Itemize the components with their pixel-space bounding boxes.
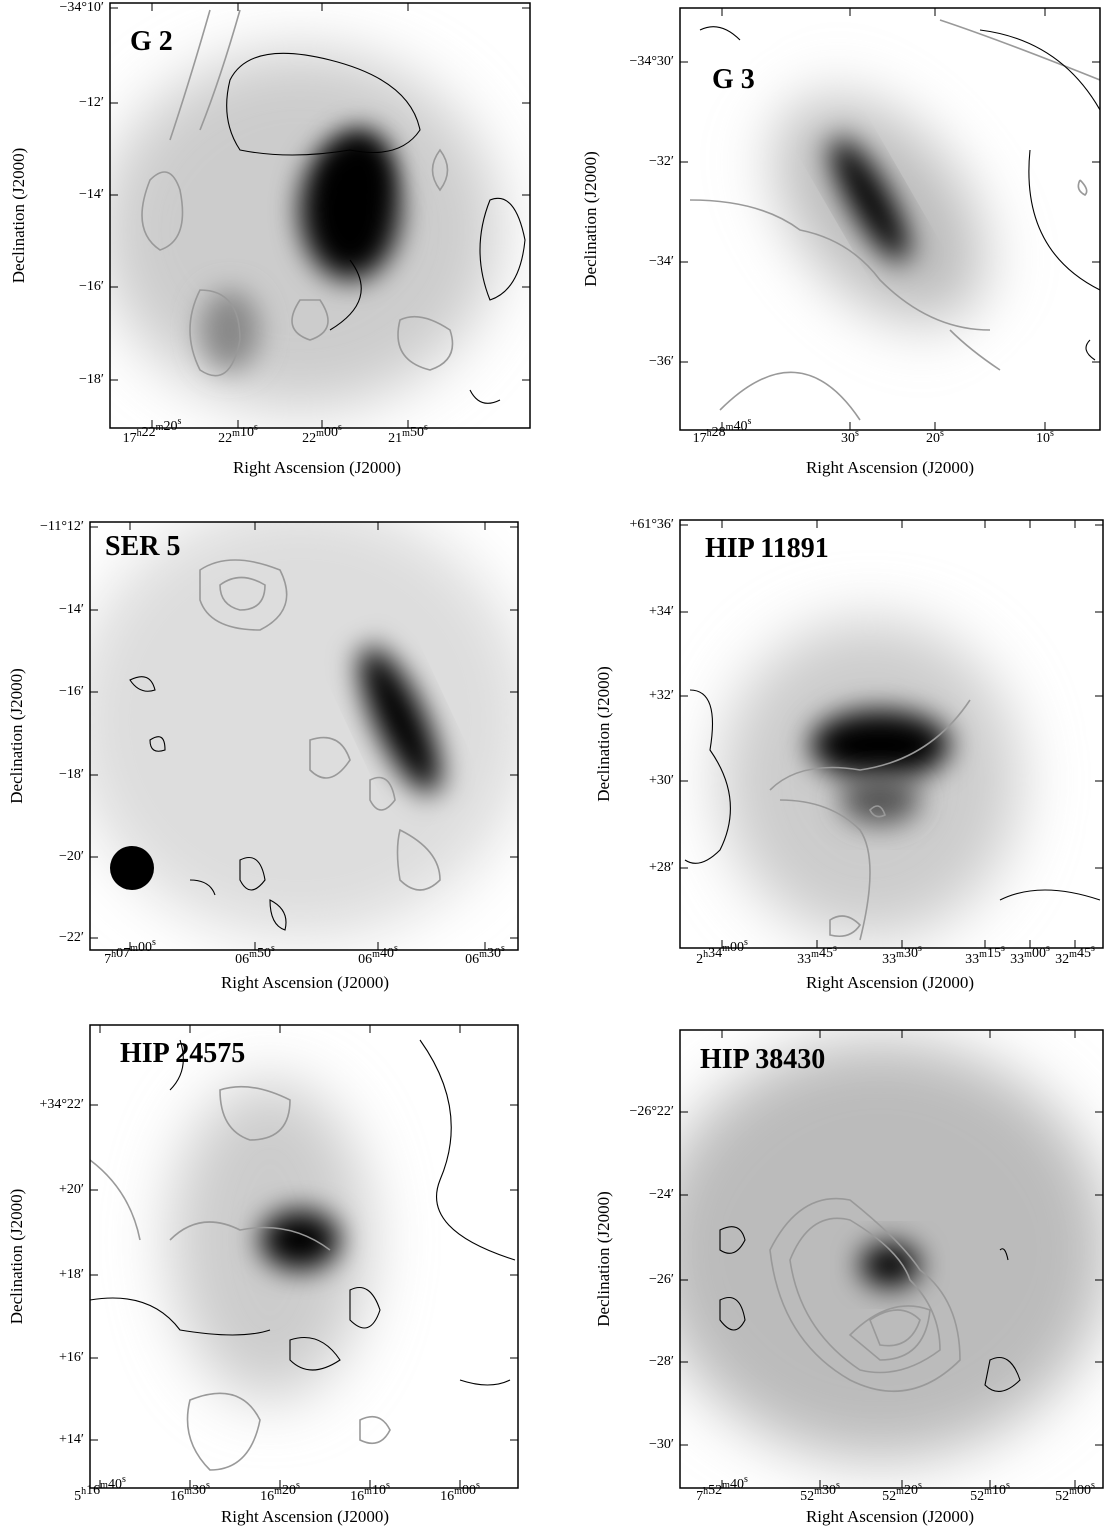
x-axis-label: Right Ascension (J2000) <box>806 1507 974 1526</box>
x-axis-label: Right Ascension (J2000) <box>233 458 401 477</box>
y-axis-label: Declination (J2000) <box>581 151 600 287</box>
x-tick-label: 30s <box>841 428 859 446</box>
panel-label: HIP 24575 <box>120 1038 245 1069</box>
y-tick-label: −11°12′ <box>40 519 84 534</box>
y-tick-label: −18′ <box>59 767 84 782</box>
x-tick-label: 20s <box>926 428 944 446</box>
y-tick-label: −26°22′ <box>629 1104 674 1119</box>
y-tick-label: −20′ <box>59 849 84 864</box>
y-axis-label: Declination (J2000) <box>7 1189 26 1325</box>
y-tick-label: +34′ <box>649 604 674 619</box>
panel-frame <box>679 519 1104 949</box>
panel-label: G 2 <box>130 26 173 57</box>
image-hip11891 <box>684 620 1101 941</box>
y-tick-label: −14′ <box>59 602 84 617</box>
y-tick-label: +18′ <box>59 1267 84 1282</box>
x-tick-label: 7h52m40s <box>696 1474 748 1504</box>
y-tick-label: −24′ <box>649 1187 674 1202</box>
panel-frame <box>679 7 1101 431</box>
y-axis-label: Declination (J2000) <box>7 668 26 804</box>
y-tick-label: −16′ <box>59 684 84 699</box>
y-tick-label: −22′ <box>59 930 84 945</box>
y-tick-label: +34°22′ <box>39 1097 84 1112</box>
panel-label: G 3 <box>712 64 755 95</box>
x-tick-label: 10s <box>1036 428 1054 446</box>
y-tick-label: −30′ <box>649 1437 674 1452</box>
image-hip38430 <box>680 1040 1103 1460</box>
y-tick-label: +14′ <box>59 1432 84 1447</box>
image-g2 <box>110 9 526 410</box>
x-axis-label: Right Ascension (J2000) <box>806 458 974 477</box>
y-tick-label: +30′ <box>649 773 674 788</box>
y-tick-label: −26′ <box>649 1272 674 1287</box>
image-ser5 <box>90 522 518 940</box>
y-tick-label: +32′ <box>649 688 674 703</box>
image-g3 <box>689 19 1100 421</box>
panel-label: SER 5 <box>105 531 180 562</box>
y-tick-label: +61°36′ <box>629 517 674 532</box>
y-tick-label: −28′ <box>649 1354 674 1369</box>
panel-frame <box>679 1029 1104 1489</box>
y-tick-label: +16′ <box>59 1350 84 1365</box>
y-tick-label: −36′ <box>649 354 674 369</box>
y-tick-label: −16′ <box>79 279 104 294</box>
y-tick-label: −34′ <box>649 254 674 269</box>
y-axis-label: Declination (J2000) <box>594 666 613 802</box>
y-tick-label: −34°10′ <box>59 0 104 15</box>
x-axis-label: Right Ascension (J2000) <box>221 973 389 992</box>
x-axis-label: Right Ascension (J2000) <box>221 1507 389 1526</box>
panel-frame <box>89 521 519 951</box>
y-axis-label: Declination (J2000) <box>594 1191 613 1327</box>
x-axis-label: Right Ascension (J2000) <box>806 973 974 992</box>
image-hip24575 <box>90 1039 516 1471</box>
panel-label: HIP 11891 <box>705 533 829 564</box>
y-tick-label: +20′ <box>59 1182 84 1197</box>
y-axis-label: Declination (J2000) <box>9 148 28 284</box>
y-tick-label: −34°30′ <box>629 54 674 69</box>
y-tick-label: −12′ <box>79 95 104 110</box>
panel-frame <box>109 2 531 429</box>
panel: G 3 Right Ascension (J2000) Declination (J… <box>581 7 1101 477</box>
x-tick-label: 17h28m40s <box>693 416 752 446</box>
y-tick-label: −14′ <box>79 187 104 202</box>
x-tick-label: 7h07m00s <box>104 937 156 967</box>
panel-label: HIP 38430 <box>700 1044 825 1075</box>
panel-frame <box>89 1024 519 1489</box>
y-tick-label: −32′ <box>649 154 674 169</box>
y-tick-label: +28′ <box>649 860 674 875</box>
x-tick-label: 5h16m40s <box>74 1474 126 1504</box>
y-tick-label: −18′ <box>79 372 104 387</box>
